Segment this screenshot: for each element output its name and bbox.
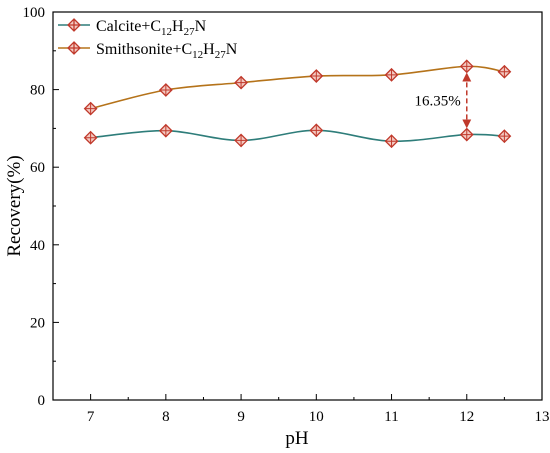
x-tick-label: 11	[384, 409, 398, 425]
x-tick-label: 7	[87, 409, 95, 425]
data-point-cross-smithsonite	[235, 76, 248, 89]
data-point-cross-smithsonite	[159, 83, 172, 96]
data-point-cross-smithsonite	[84, 102, 97, 115]
data-point-cross-smithsonite	[310, 70, 323, 83]
legend: Calcite+C12H27N Smithsonite+C12H27N	[58, 18, 238, 61]
y-axis-label: Recovery(%)	[4, 155, 25, 256]
data-point-cross-calcite	[385, 135, 398, 148]
x-tick-label: 12	[459, 409, 474, 425]
series-layer	[83, 59, 512, 149]
data-point-cross-calcite	[235, 134, 248, 147]
series-line-calcite	[90, 129, 505, 143]
y-tick-label: 0	[38, 393, 46, 409]
data-point-cross-smithsonite	[498, 65, 511, 78]
x-tick-label: 8	[162, 409, 170, 425]
data-point-cross-smithsonite	[385, 68, 398, 81]
y-tick-label: 20	[30, 315, 45, 331]
axes-layer: 7 8 9 10 11 12 13 0 20 40 60 80 100	[23, 5, 550, 425]
legend-label-calcite: Calcite+C12H27N	[96, 18, 207, 38]
legend-marker-calcite	[67, 18, 81, 32]
legend-entry-calcite: Calcite+C12H27N	[58, 18, 207, 38]
data-point-cross-calcite	[159, 124, 172, 137]
legend-marker-smithsonite	[67, 41, 81, 55]
y-tick-label: 60	[30, 160, 45, 176]
data-point-cross-calcite	[498, 130, 511, 143]
y-tick-label: 100	[23, 5, 46, 21]
annotation-label: 16.35%	[415, 93, 461, 109]
series-smithsonite	[83, 59, 512, 116]
legend-entry-smithsonite: Smithsonite+C12H27N	[58, 41, 238, 61]
y-tick-label: 40	[30, 238, 45, 254]
series-calcite	[83, 123, 512, 149]
x-tick-label: 9	[237, 409, 245, 425]
data-point-cross-calcite	[84, 131, 97, 144]
x-tick-label: 13	[535, 409, 550, 425]
legend-label-smithsonite: Smithsonite+C12H27N	[96, 41, 238, 61]
y-tick-label: 80	[30, 83, 45, 99]
data-point-cross-calcite	[460, 128, 473, 141]
data-point-cross-smithsonite	[460, 60, 473, 73]
data-point-cross-calcite	[310, 124, 323, 137]
annotation-layer: 16.35%	[415, 72, 472, 129]
x-axis-label: pH	[285, 428, 309, 449]
x-tick-label: 10	[309, 409, 324, 425]
